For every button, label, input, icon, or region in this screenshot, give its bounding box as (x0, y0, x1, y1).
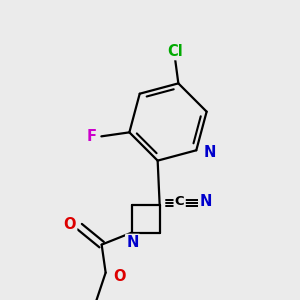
Text: O: O (63, 217, 76, 232)
Text: Cl: Cl (167, 44, 183, 59)
Text: N: N (127, 235, 139, 250)
Text: C: C (175, 195, 184, 208)
Text: O: O (113, 269, 126, 284)
Text: N: N (204, 145, 217, 160)
Text: F: F (86, 129, 96, 144)
Text: N: N (200, 194, 212, 209)
